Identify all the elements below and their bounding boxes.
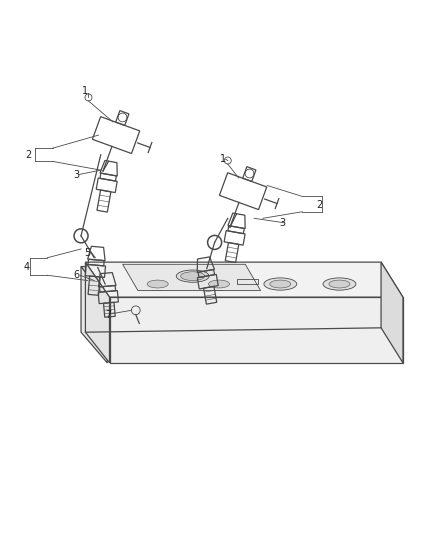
Polygon shape bbox=[123, 264, 261, 290]
Ellipse shape bbox=[147, 280, 168, 288]
Ellipse shape bbox=[202, 278, 236, 290]
Text: 3: 3 bbox=[74, 169, 80, 180]
Ellipse shape bbox=[264, 278, 297, 290]
Ellipse shape bbox=[176, 270, 209, 282]
Polygon shape bbox=[381, 262, 403, 363]
Text: 1: 1 bbox=[82, 86, 88, 96]
Polygon shape bbox=[85, 262, 110, 363]
Text: 2: 2 bbox=[25, 150, 32, 160]
Ellipse shape bbox=[180, 272, 205, 280]
Polygon shape bbox=[110, 297, 403, 363]
Text: 7: 7 bbox=[106, 310, 112, 320]
Text: 4: 4 bbox=[23, 262, 29, 271]
Text: 5: 5 bbox=[85, 248, 91, 259]
Ellipse shape bbox=[208, 280, 230, 288]
Ellipse shape bbox=[329, 280, 350, 288]
Text: 1: 1 bbox=[220, 154, 226, 164]
Ellipse shape bbox=[270, 280, 291, 288]
Polygon shape bbox=[85, 262, 403, 297]
Ellipse shape bbox=[323, 278, 356, 290]
Text: 3: 3 bbox=[279, 217, 286, 228]
Polygon shape bbox=[81, 266, 107, 363]
Polygon shape bbox=[81, 266, 403, 302]
Text: 6: 6 bbox=[74, 270, 80, 280]
Ellipse shape bbox=[141, 278, 174, 290]
Text: 2: 2 bbox=[317, 200, 323, 210]
